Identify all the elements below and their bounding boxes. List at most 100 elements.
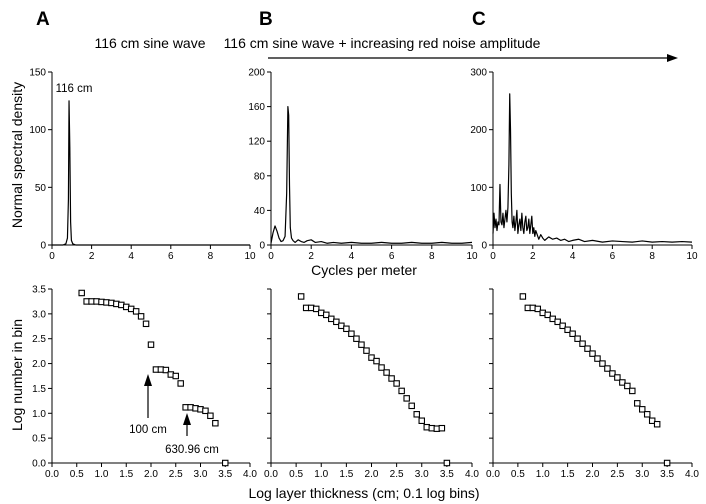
data-point — [643, 411, 651, 418]
x-tick-label: 10 — [466, 251, 478, 262]
x-tick-label: 0.0 — [264, 469, 278, 480]
x-tick-label: 10 — [686, 251, 698, 262]
data-point — [544, 311, 551, 319]
panel-letter-a: A — [36, 9, 50, 30]
data-point — [413, 411, 420, 418]
data-point — [358, 341, 365, 348]
data-point — [574, 335, 581, 342]
data-point — [398, 387, 405, 395]
y-tick-label: 50 — [35, 183, 47, 194]
x-tick-label: 2 — [308, 251, 314, 262]
annotation-100cm: 100 cm — [129, 424, 167, 436]
data-point — [638, 406, 646, 413]
data-point — [172, 372, 180, 380]
y-tick-label: 200 — [248, 68, 265, 79]
x-tick-label: 4 — [128, 251, 134, 262]
data-point — [438, 424, 446, 432]
data-point — [202, 407, 209, 415]
arrow-630cm-head — [183, 413, 191, 425]
x-tick-label: 2.0 — [144, 469, 158, 480]
data-point — [604, 365, 611, 372]
x-tick-label: 2.5 — [610, 469, 624, 480]
y-tick-label: 1.0 — [32, 409, 46, 420]
data-point — [629, 387, 636, 395]
x-tick-label: 0.5 — [70, 469, 84, 480]
y-tick-label: 100 — [470, 183, 487, 194]
plot-c-bottom: 0.0 0.5 1.0 1.5 2.0 2.5 3.0 3.5 4.0 — [486, 288, 699, 480]
data-point — [418, 417, 425, 424]
data-point — [207, 412, 214, 420]
x-tick-label: 2.0 — [365, 469, 379, 480]
data-point — [212, 419, 219, 427]
x-tick-label: 4.0 — [465, 469, 479, 480]
x-tick-label: 0.0 — [486, 469, 500, 480]
data-point — [142, 320, 150, 328]
y-tick-label: 3.0 — [32, 309, 46, 320]
x-tick-label: 6 — [389, 251, 395, 262]
x-tick-label: 0.5 — [289, 469, 303, 480]
x-tick-label: 1.0 — [536, 469, 550, 480]
data-point — [222, 459, 229, 467]
data-point — [653, 420, 661, 428]
y-tick-label: 120 — [248, 137, 265, 148]
arrow-100cm-head — [144, 374, 152, 386]
data-point — [137, 313, 145, 320]
x-tick-label: 1.0 — [314, 469, 328, 480]
panel-letter-c: C — [472, 9, 486, 30]
x-tick-label: 8 — [429, 251, 435, 262]
axes-a-top — [51, 72, 250, 246]
data-point — [619, 379, 626, 386]
y-tick-label: 40 — [254, 206, 266, 217]
y-tick-label: 200 — [470, 125, 487, 136]
data-point — [443, 459, 451, 467]
y-tick-label: 100 — [29, 125, 46, 136]
data-point — [408, 402, 415, 410]
data-point — [353, 335, 360, 342]
x-tick-label: 4 — [570, 251, 576, 262]
y-tick-label: 150 — [29, 68, 46, 79]
x-axis-label-count: Log layer thickness (cm; 0.1 log bins) — [248, 485, 479, 501]
y-tick-label: 300 — [470, 68, 487, 79]
header-arrowhead — [667, 54, 678, 62]
data-point — [388, 375, 395, 382]
x-tick-label: 3.5 — [218, 469, 232, 480]
x-tick-label: 0 — [490, 251, 496, 262]
y-tick-label: 2.0 — [32, 359, 46, 370]
data-point — [634, 400, 641, 407]
x-tick-label: 1.5 — [119, 469, 133, 480]
x-tick-label: 3.5 — [660, 469, 674, 480]
data-point — [393, 380, 400, 387]
data-point — [132, 308, 140, 315]
x-tick-label: 10 — [244, 251, 256, 262]
annotation-630cm: 630.96 cm — [165, 444, 219, 456]
data-point — [569, 330, 576, 337]
x-tick-label: 4 — [349, 251, 355, 262]
x-tick-label: 0.0 — [45, 469, 59, 480]
data-point — [559, 322, 566, 330]
x-tick-label: 2 — [530, 251, 536, 262]
data-point — [648, 417, 656, 424]
x-tick-label: 1.5 — [561, 469, 575, 480]
data-point — [378, 364, 385, 371]
axes-a-bottom — [51, 289, 250, 464]
data-point — [534, 305, 542, 313]
axes-c-bottom — [492, 289, 692, 464]
y-tick-label: 0 — [481, 241, 487, 252]
x-tick-label: 1.5 — [339, 469, 353, 480]
y-tick-label: 80 — [254, 171, 266, 182]
data-point — [584, 345, 591, 352]
x-tick-label: 8 — [208, 251, 214, 262]
y-axis-label-count: Log number in bin — [9, 319, 25, 431]
y-tick-label: 160 — [248, 102, 265, 113]
data-point — [554, 318, 561, 326]
axes-b-top — [270, 72, 472, 246]
data-point — [363, 347, 370, 354]
data-point — [78, 289, 85, 297]
x-tick-label: 3.0 — [415, 469, 429, 480]
data-point — [373, 357, 380, 365]
data-point — [564, 326, 571, 334]
data-point — [312, 305, 320, 313]
